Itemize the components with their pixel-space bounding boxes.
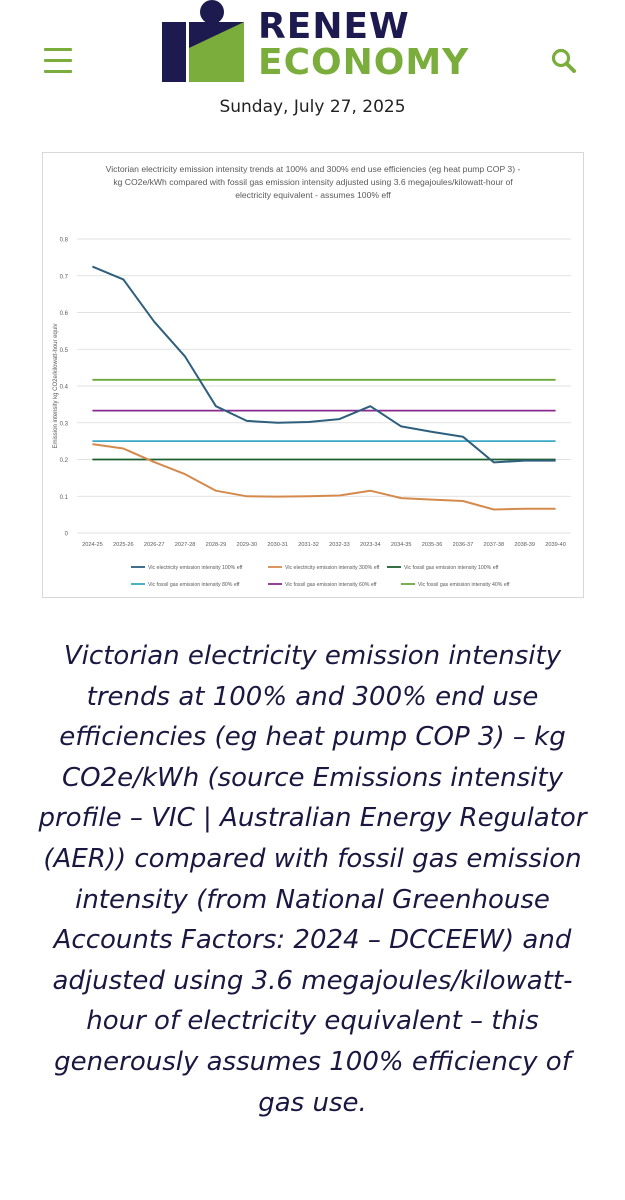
x-tick-label: 2024-25	[82, 542, 103, 548]
legend-label: Vic electricity emission intensity 300% …	[285, 565, 380, 571]
x-tick-label: 2032-33	[329, 542, 350, 548]
series-line	[92, 265, 556, 464]
x-tick-label: 2027-28	[175, 542, 196, 548]
y-tick-label: 0.8	[60, 238, 69, 244]
x-tick-label: 2038-39	[514, 542, 535, 548]
x-tick-label: 2036-37	[453, 542, 474, 548]
x-tick-label: 2028-29	[206, 542, 227, 548]
series-line	[92, 443, 556, 511]
x-tick-label: 2035-36	[422, 542, 443, 548]
y-tick-label: 0.2	[60, 458, 69, 464]
x-tick-label: 2026-27	[144, 542, 165, 548]
x-tick-label: 2037-38	[484, 542, 505, 548]
logo-mark-icon	[162, 0, 244, 82]
chart-figure: Victorian electricity emission intensity…	[42, 152, 584, 598]
figure-caption: Victorian electricity emission intensity…	[38, 641, 587, 1118]
logo-wordmark-top: RENEW	[258, 6, 410, 47]
hamburger-menu-icon[interactable]	[44, 48, 72, 74]
y-tick-label: 0.6	[60, 311, 69, 317]
chart-title-line: kg CO2e/kWh compared with fossil gas emi…	[113, 177, 513, 187]
site-header: RENEW ECONOMY Sunday, July 27, 2025	[0, 0, 625, 150]
logo-wordmark-bottom: ECONOMY	[258, 42, 470, 83]
emission-intensity-chart: Victorian electricity emission intensity…	[53, 164, 571, 588]
x-tick-label: 2025-26	[113, 542, 134, 548]
chart-title-line: Victorian electricity emission intensity…	[106, 164, 521, 174]
legend-label: Vic fossil gas emission intensity 80% ef…	[148, 582, 240, 588]
x-tick-label: 2034-35	[391, 542, 412, 548]
y-tick-label: 0	[65, 532, 69, 538]
legend-label: Vic fossil gas emission intensity 60% ef…	[285, 582, 377, 588]
y-tick-label: 0.4	[60, 385, 69, 391]
x-tick-label: 2023-34	[360, 542, 381, 548]
x-tick-label: 2030-31	[267, 542, 288, 548]
legend-label: Vic fossil gas emission intensity 100% e…	[404, 565, 499, 571]
chart-title-line: electricity equivalent - assumes 100% ef…	[235, 190, 391, 200]
y-tick-label: 0.5	[60, 348, 69, 354]
x-tick-label: 2029-30	[237, 542, 258, 548]
search-icon[interactable]	[550, 47, 578, 75]
site-logo[interactable]: RENEW ECONOMY	[162, 0, 472, 83]
y-tick-label: 0.7	[60, 274, 69, 280]
legend-label: Vic fossil gas emission intensity 40% ef…	[418, 582, 510, 588]
legend-label: Vic electricity emission intensity 100% …	[148, 565, 243, 571]
x-tick-label: 2039-40	[545, 542, 566, 548]
x-tick-label: 2031-32	[298, 542, 319, 548]
y-tick-label: 0.1	[60, 495, 69, 501]
y-axis-label: Emission intensity kg CO2e/kilowatt-hour…	[53, 323, 59, 448]
current-date: Sunday, July 27, 2025	[219, 97, 406, 117]
y-tick-label: 0.3	[60, 421, 69, 427]
